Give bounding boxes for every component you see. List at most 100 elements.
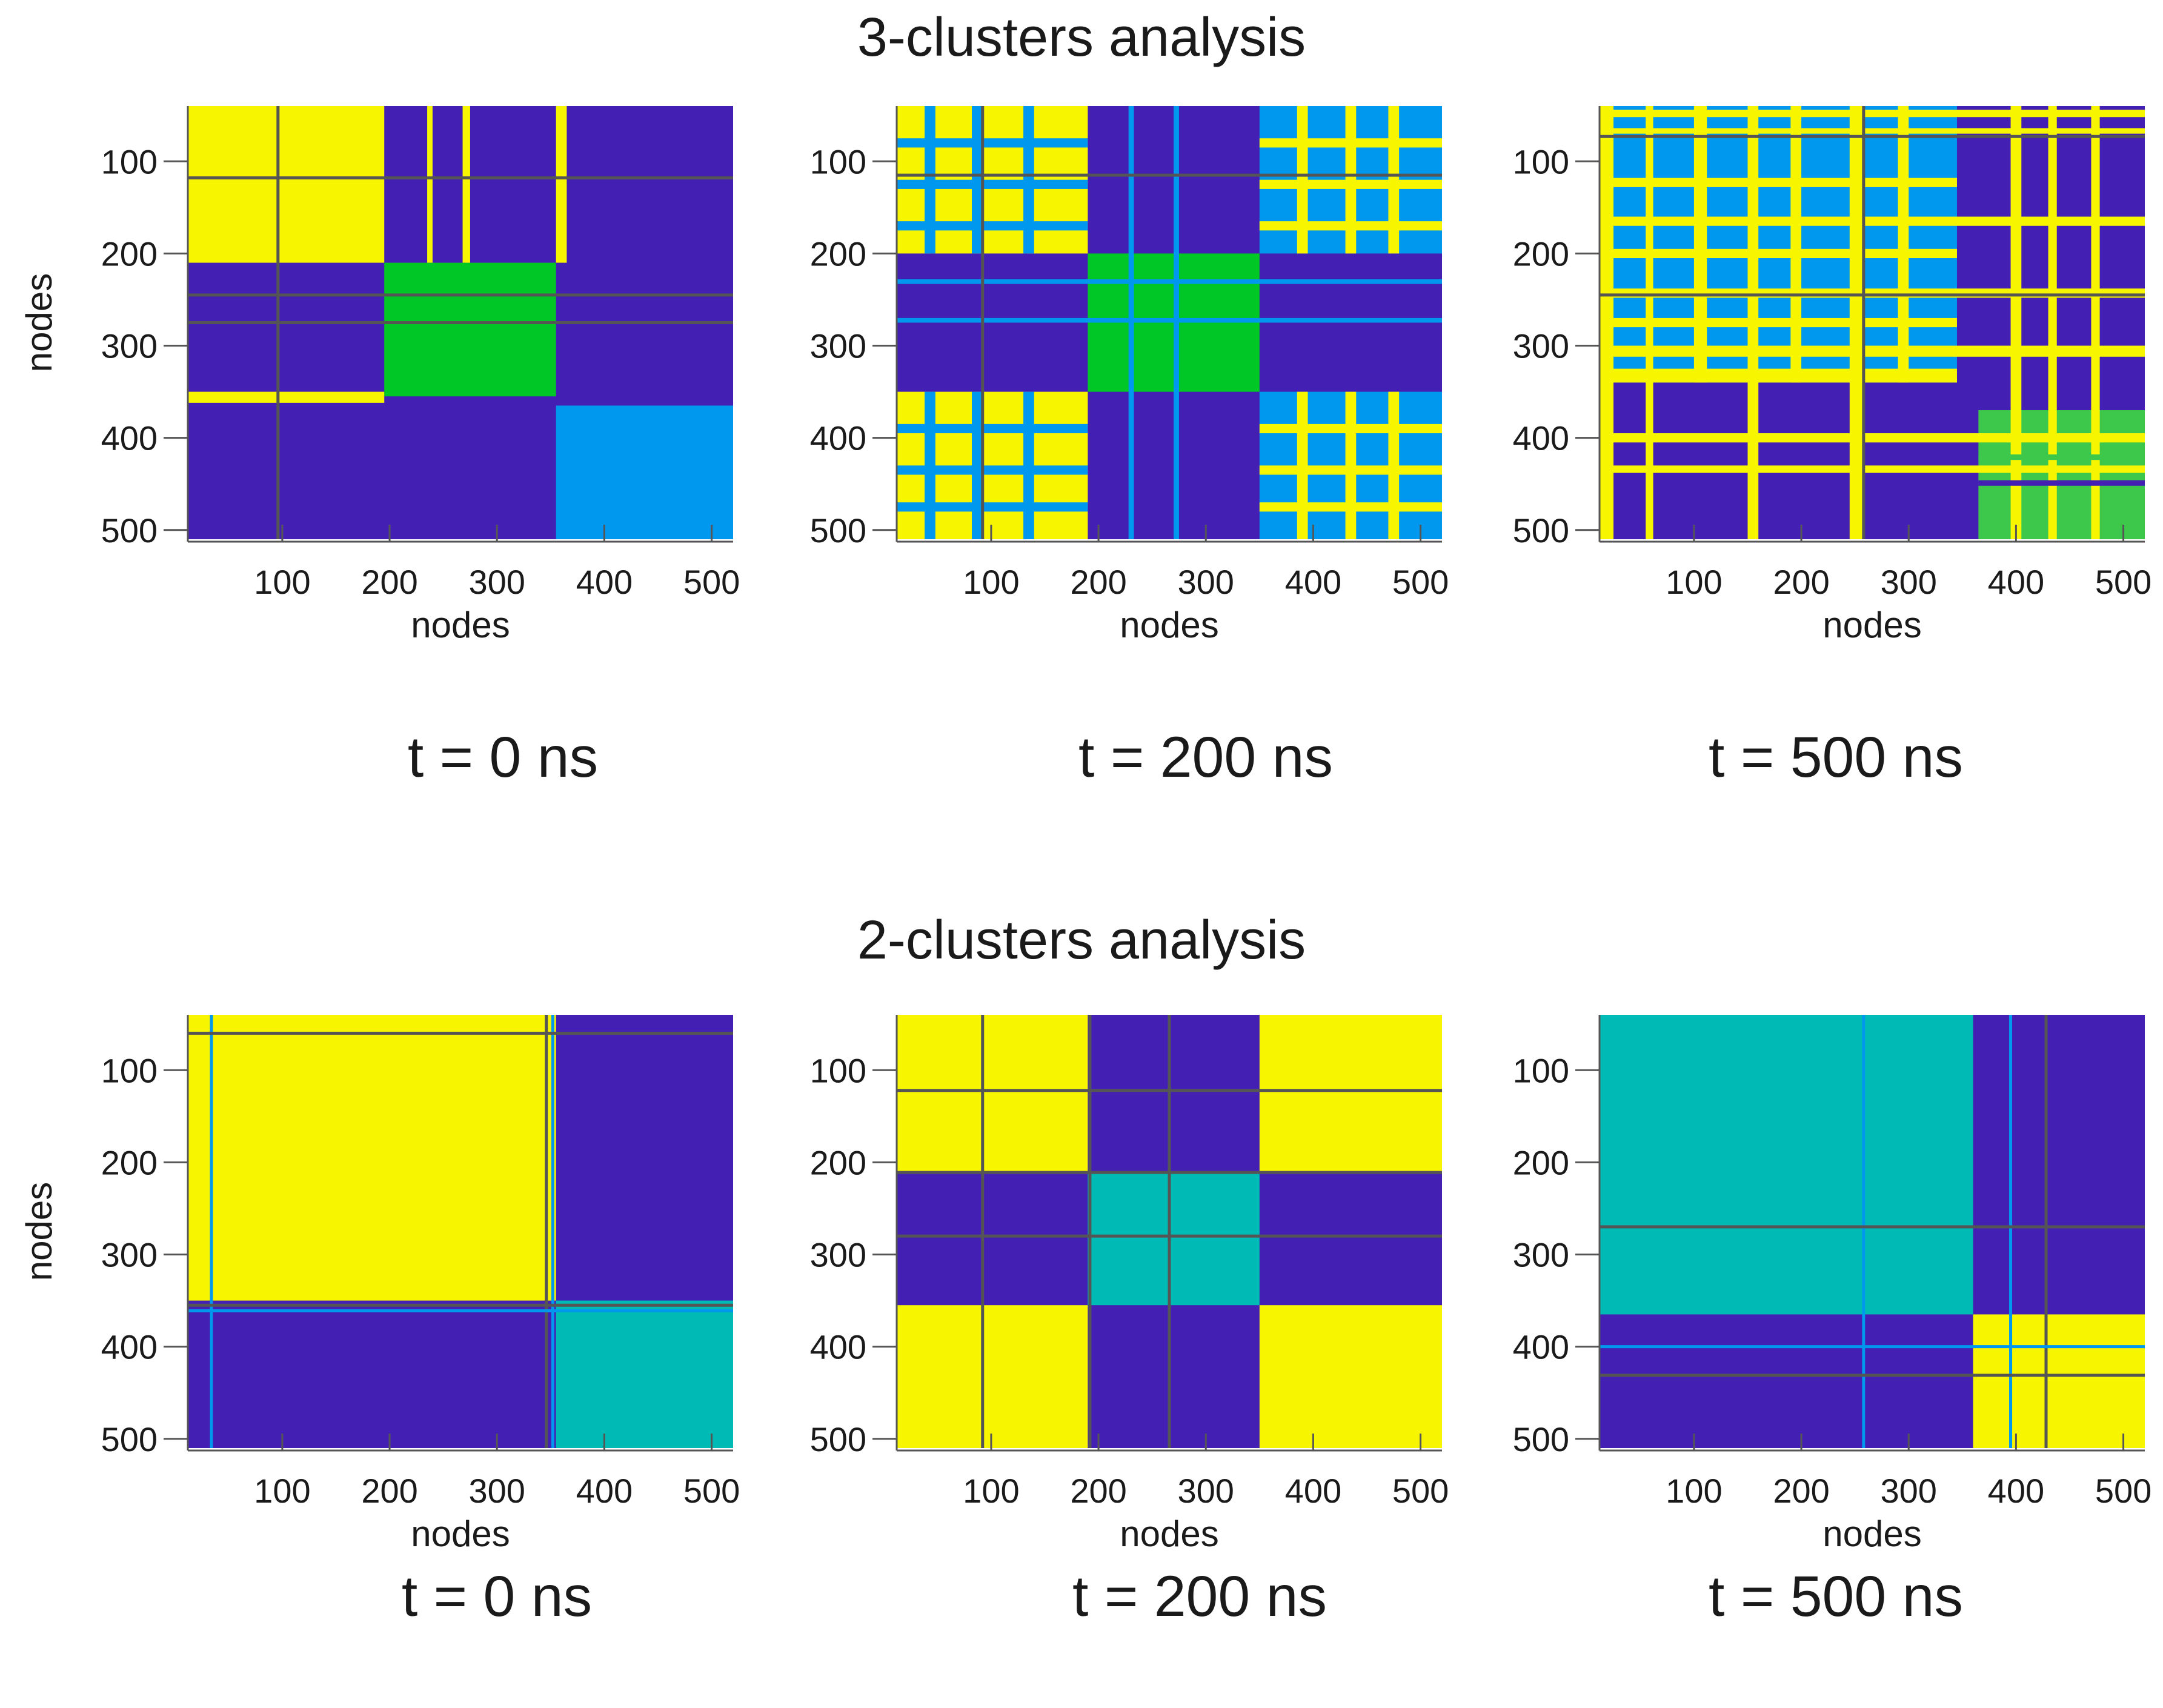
cluster-stripe xyxy=(1259,424,1442,434)
x-tick-label: 400 xyxy=(576,1472,633,1510)
x-axis-label: nodes xyxy=(411,605,510,645)
cluster-block xyxy=(188,391,385,403)
x-tick-label: 100 xyxy=(1666,1472,1722,1510)
cluster-stripe xyxy=(1600,110,2145,118)
cluster-stripe xyxy=(2010,106,2022,539)
cluster-stripe xyxy=(1388,106,1400,254)
cluster-stripe xyxy=(1600,433,2145,443)
heatmap-chart: 100 200 300 400 500 100 200 300 400 500 nodes nodes xyxy=(19,106,740,645)
x-tick-label: 200 xyxy=(1773,563,1829,601)
x-tick-label: 400 xyxy=(1988,1472,2044,1510)
plot-area xyxy=(188,106,733,539)
x-axis-label: nodes xyxy=(1822,1514,1921,1554)
cluster-stripe xyxy=(1898,106,1909,383)
cluster-stripe xyxy=(897,317,1442,323)
y-tick-label: 100 xyxy=(101,142,158,181)
y-tick-label: 300 xyxy=(1513,1236,1569,1274)
cluster-stripe xyxy=(1600,248,1957,259)
y-tick-label: 200 xyxy=(101,234,158,273)
x-tick-label: 400 xyxy=(1285,1472,1341,1510)
x-tick-label: 400 xyxy=(1285,563,1341,601)
x-tick-label: 300 xyxy=(1881,1472,1937,1510)
x-tick-label: 400 xyxy=(1988,563,2044,601)
cluster-stripe xyxy=(897,138,1088,148)
cluster-block xyxy=(1600,1015,1973,1315)
y-tick-label: 400 xyxy=(1513,419,1569,457)
x-tick-label: 500 xyxy=(683,1472,740,1510)
y-tick-label: 500 xyxy=(810,511,866,550)
cluster-stripe xyxy=(897,279,1442,284)
plot-area xyxy=(1600,1015,2145,1448)
cluster-stripe xyxy=(1600,465,2145,473)
cluster-block xyxy=(1088,1171,1260,1306)
y-tick-label: 400 xyxy=(101,419,158,457)
x-tick-label: 300 xyxy=(1178,563,1234,601)
y-tick-label: 300 xyxy=(810,1236,866,1274)
cluster-block xyxy=(188,1015,556,1301)
plot-area xyxy=(188,1015,733,1448)
x-tick-label: 300 xyxy=(1881,563,1937,601)
y-tick-label: 500 xyxy=(1513,1420,1569,1458)
y-tick-label: 500 xyxy=(1513,511,1569,550)
x-tick-label: 200 xyxy=(361,1472,417,1510)
x-tick-label: 300 xyxy=(469,563,525,601)
x-tick-label: 500 xyxy=(2095,563,2151,601)
y-tick-label: 200 xyxy=(810,1143,866,1181)
x-tick-label: 100 xyxy=(254,1472,310,1510)
heatmap-chart: 100 200 300 400 500 100 200 300 400 500 nodes xyxy=(810,1015,1449,1554)
cluster-stripe xyxy=(1297,106,1308,254)
heatmap-panel-2c-t200: 100 200 300 400 500 100 200 300 400 500 nodes xyxy=(709,1000,1449,1606)
cluster-stripe xyxy=(897,502,1088,512)
y-tick-label: 400 xyxy=(810,1328,866,1366)
plot-area xyxy=(897,1015,1442,1448)
x-tick-label: 100 xyxy=(254,563,310,601)
time-caption: t = 0 ns xyxy=(401,1564,593,1629)
cluster-block xyxy=(384,262,556,397)
y-tick-label: 400 xyxy=(1513,1328,1569,1366)
cluster-stripe xyxy=(1600,368,1957,383)
cluster-block xyxy=(556,1300,733,1448)
cluster-stripe xyxy=(2091,106,2100,539)
y-tick-label: 400 xyxy=(101,1328,158,1366)
cluster-block xyxy=(897,1015,1088,1172)
cluster-stripe xyxy=(897,221,1088,231)
x-tick-label: 300 xyxy=(469,1472,525,1510)
cluster-stripe xyxy=(897,465,1088,475)
heatmap-chart: 100 200 300 400 500 100 200 300 400 500 nodes xyxy=(1513,1015,2151,1554)
cluster-stripe xyxy=(1600,178,1957,187)
y-tick-label: 200 xyxy=(1513,1143,1569,1181)
cluster-stripe xyxy=(1978,454,2145,460)
x-tick-label: 200 xyxy=(1070,563,1126,601)
x-tick-label: 500 xyxy=(1392,1472,1449,1510)
x-tick-label: 100 xyxy=(963,1472,1019,1510)
y-tick-label: 100 xyxy=(101,1051,158,1089)
x-tick-label: 500 xyxy=(1392,563,1449,601)
cluster-block xyxy=(556,106,567,263)
x-axis-label: nodes xyxy=(1120,1514,1218,1554)
x-tick-label: 300 xyxy=(1178,1472,1234,1510)
cluster-stripe xyxy=(1693,106,1707,383)
y-tick-label: 300 xyxy=(810,327,866,365)
x-tick-label: 200 xyxy=(1070,1472,1126,1510)
cluster-block xyxy=(1259,1015,1442,1172)
cluster-stripe xyxy=(1600,317,1957,328)
cluster-block xyxy=(1978,410,2145,539)
x-axis-label: nodes xyxy=(1120,605,1218,645)
x-tick-label: 200 xyxy=(1773,1472,1829,1510)
cluster-block xyxy=(462,106,470,263)
x-tick-label: 200 xyxy=(361,563,417,601)
y-tick-label: 300 xyxy=(101,327,158,365)
cluster-block xyxy=(188,106,385,263)
y-tick-label: 200 xyxy=(1513,234,1569,273)
time-caption: t = 500 ns xyxy=(1709,1564,1963,1629)
x-tick-label: 100 xyxy=(1666,563,1722,601)
x-tick-label: 400 xyxy=(576,563,633,601)
cluster-stripe xyxy=(1259,221,1442,231)
heatmap-panel-3c-t0: 100 200 300 400 500 100 200 300 400 500 nodes nodes xyxy=(0,91,740,697)
y-tick-label: 500 xyxy=(101,1420,158,1458)
cluster-stripe xyxy=(1600,345,2145,357)
heatmap-panel-2c-t500: 100 200 300 400 500 100 200 300 400 500 nodes xyxy=(1412,1000,2151,1606)
heatmap-panel-3c-t200: 100 200 300 400 500 100 200 300 400 500 nodes xyxy=(709,91,1449,697)
y-tick-label: 500 xyxy=(810,1420,866,1458)
plot-area xyxy=(897,106,1442,539)
